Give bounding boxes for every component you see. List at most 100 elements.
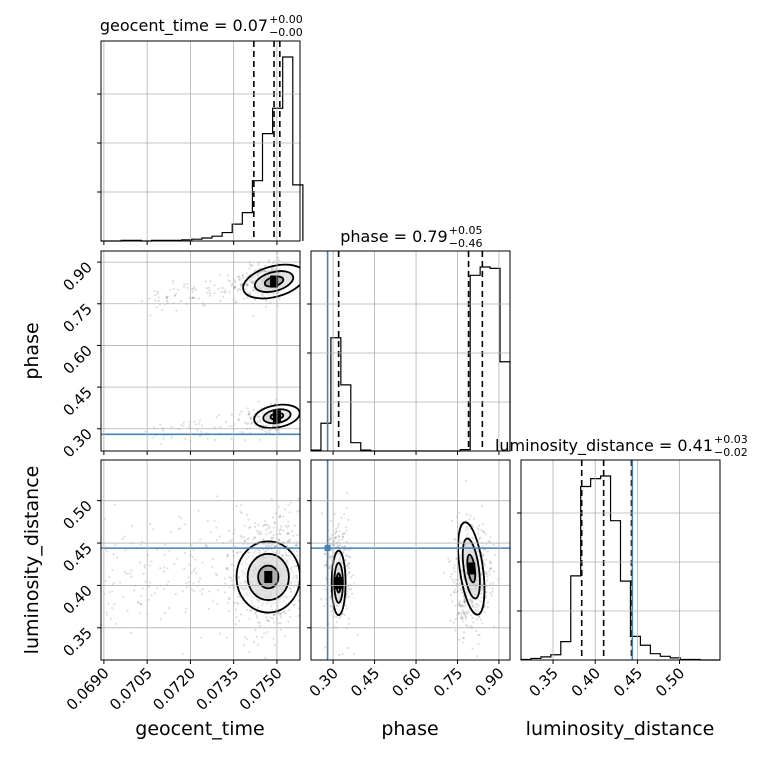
sample-point [265,544,268,547]
sample-point [219,632,222,635]
sample-point [284,549,287,552]
sample-point [454,604,457,608]
sample-point [252,289,255,292]
sample-point [461,604,464,607]
sample-point [194,288,197,291]
sample-point [338,544,341,547]
sample-point [329,536,332,539]
sample-point [292,586,296,589]
sample-point [247,551,250,554]
sample-point [457,511,461,514]
sample-point [485,543,488,546]
sample-point [289,615,292,619]
sample-point [246,537,249,541]
sample-point [345,596,348,599]
sample-point [258,273,261,276]
sample-point [341,562,344,565]
sample-point [204,280,207,283]
sample-point [484,570,487,573]
sample-point [329,537,332,541]
sample-point [340,516,343,519]
sample-point [257,263,260,266]
sample-point [272,293,276,296]
sample-point [252,286,255,290]
sample-point [264,523,267,526]
sample-point [481,622,484,625]
sample-point [334,527,338,530]
sample-point [265,528,268,531]
sample-point [344,559,347,562]
sample-point [272,613,275,617]
sample-point [268,525,271,529]
sample-point [246,595,249,598]
sample-point [149,314,152,317]
sample-point [250,281,253,284]
sample-point [278,551,281,554]
sample-point [482,553,485,556]
histogram-bar [222,233,232,241]
histogram-step-line [310,266,511,452]
sample-point [209,531,212,534]
sample-point [261,292,264,295]
sample-point [458,604,461,607]
sample-point [464,614,467,618]
x-tick-label: 0.40 [568,664,604,700]
sample-point [107,602,110,605]
sample-point [243,573,246,576]
sample-point [252,640,256,643]
sample-point [252,314,255,318]
y-tick-label: 0.45 [59,383,95,419]
sample-point [343,532,346,535]
sample-point [334,536,337,539]
sample-point [115,556,119,559]
y-axis-label: phase [21,322,43,379]
sample-point [264,305,267,308]
histogram-bar [611,521,621,660]
sample-point [270,497,273,501]
sample-point [483,610,486,614]
sample-point [471,537,474,540]
sample-point [258,621,262,624]
sample-point [284,612,287,615]
sample-point [196,429,199,432]
sample-point [268,531,271,534]
sample-point [192,582,195,585]
x-tick-label: 0.75 [430,664,466,700]
sample-point [251,554,254,557]
sample-point [481,588,484,592]
panel-luminosity_distance-vs-luminosity_distance [517,460,720,660]
sample-point [484,563,487,566]
sample-point [466,624,469,628]
sample-point [148,297,151,300]
sample-point [183,523,186,526]
sample-point [250,281,253,284]
sample-point [344,548,347,551]
sample-point [466,594,469,597]
sample-point [344,554,348,557]
sample-point [345,529,348,532]
sample-point [165,299,168,303]
sample-point [345,565,349,568]
sample-point [252,282,255,285]
y-tick-label: 0.35 [59,624,95,660]
sample-point [270,268,273,271]
sample-point [295,544,298,548]
sample-point [467,610,470,613]
sample-point [465,591,468,594]
sample-point [108,591,111,594]
sample-point [247,551,250,554]
sample-point [301,566,303,568]
sample-point [141,587,144,590]
histogram-step-line [101,56,304,242]
sample-point [191,290,194,294]
sample-point [240,504,243,507]
sample-point [480,592,483,595]
sample-point [261,270,264,273]
sample-point [289,501,293,504]
sample-point [162,570,165,573]
sample-point [265,616,268,619]
sample-point [278,259,281,262]
sample-point [153,426,156,429]
sample-point [193,420,196,423]
sample-point [450,572,454,576]
